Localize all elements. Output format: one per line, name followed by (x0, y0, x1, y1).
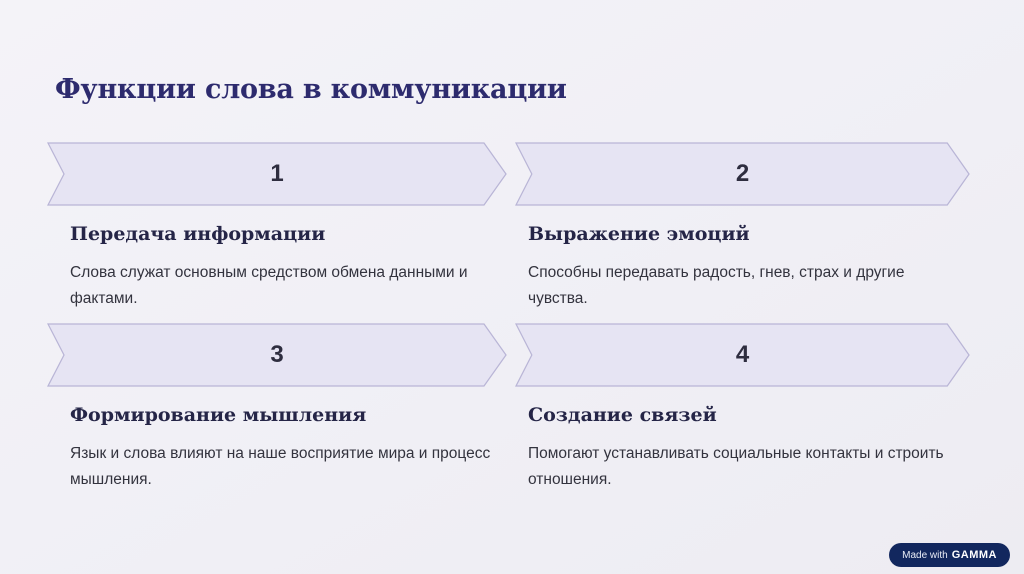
step-card-2: 2 Выражение эмоций Способны передавать р… (515, 142, 970, 312)
chevron-banner-4: 4 (515, 323, 970, 387)
made-with-gamma-badge[interactable]: Made with GAMMA (889, 543, 1010, 567)
chevron-arrow-shape (515, 323, 970, 387)
badge-prefix-label: Made with (902, 549, 948, 561)
chevron-arrow-shape (47, 323, 507, 387)
card-description: Помогают устанавливать социальные контак… (528, 444, 944, 489)
step-number: 3 (270, 341, 284, 368)
step-card-1: 1 Передача информации Слова служат основ… (47, 142, 507, 312)
chevron-banner-2: 2 (515, 142, 970, 206)
card-title: Передача информации (70, 223, 326, 245)
card-text-block: Выражение эмоций Способны передавать рад… (515, 223, 970, 312)
step-card-3: 3 Формирование мышления Язык и слова вли… (47, 323, 507, 493)
card-title: Формирование мышления (70, 404, 367, 426)
card-description: Слова служат основным средством обмена д… (70, 263, 468, 308)
chevron-banner-3: 3 (47, 323, 507, 387)
card-description: Язык и слова влияют на наше восприятие м… (70, 444, 491, 489)
step-number: 1 (270, 160, 284, 187)
chevron-arrow-shape (47, 142, 507, 206)
chevron-banner-1: 1 (47, 142, 507, 206)
page-title: Функции слова в коммуникации (55, 74, 567, 105)
card-description: Способны передавать радость, гнев, страх… (528, 263, 905, 308)
card-title: Создание связей (528, 404, 717, 426)
chevron-arrow-shape (515, 142, 970, 206)
step-number: 4 (735, 341, 750, 368)
step-card-4: 4 Создание связей Помогают устанавливать… (515, 323, 970, 493)
gamma-logo: GAMMA (951, 549, 997, 561)
card-text-block: Создание связей Помогают устанавливать с… (515, 404, 970, 493)
card-title: Выражение эмоций (528, 223, 750, 245)
card-text-block: Передача информации Слова служат основны… (47, 223, 507, 312)
step-number: 2 (735, 160, 750, 187)
card-text-block: Формирование мышления Язык и слова влияю… (47, 404, 507, 493)
